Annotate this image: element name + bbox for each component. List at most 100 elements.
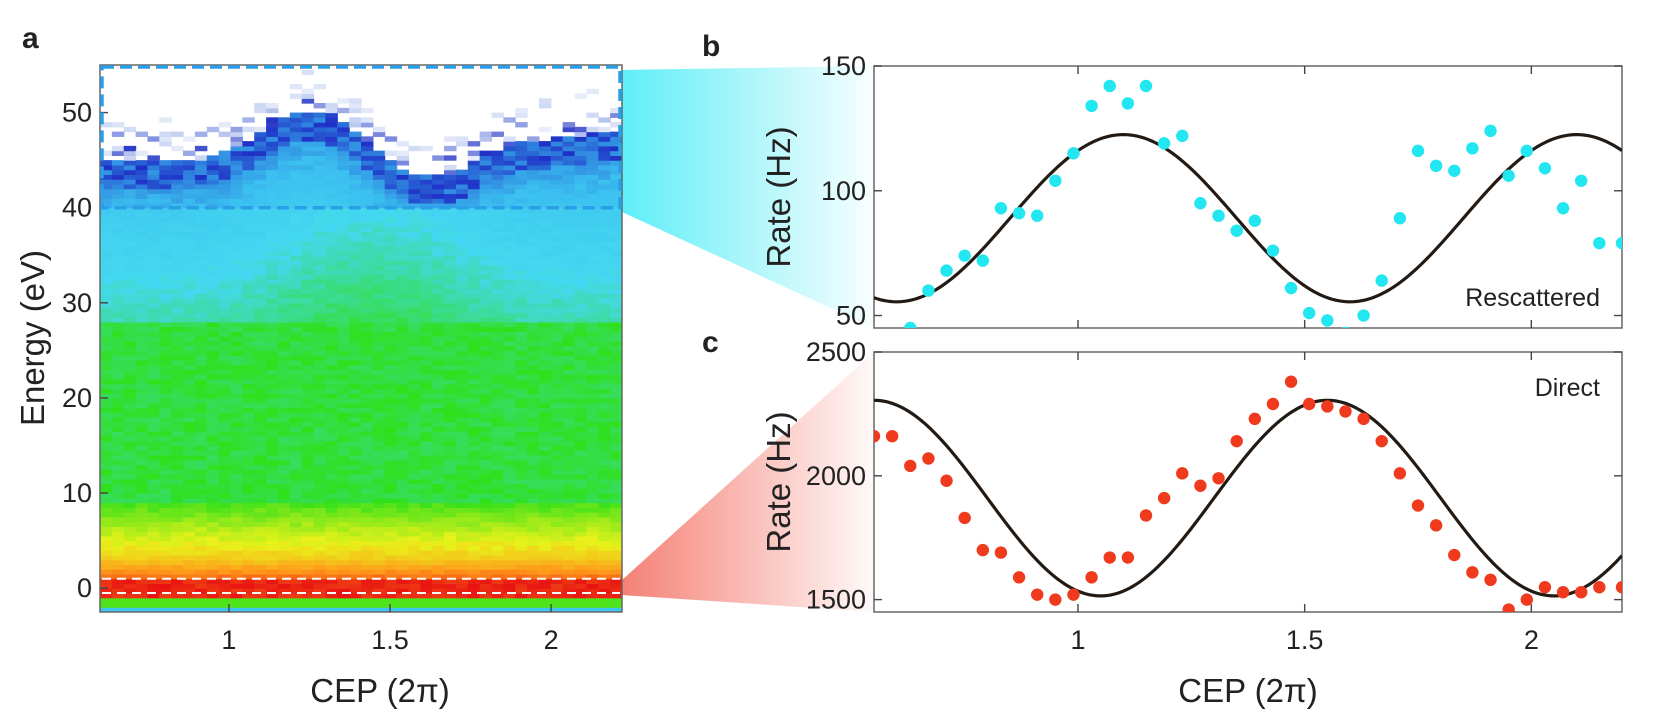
heatmap-cell — [337, 374, 350, 380]
heatmap-cell — [455, 378, 469, 385]
heatmap-cell — [467, 459, 481, 466]
heatmap-cell — [111, 588, 125, 594]
heatmap-cell — [277, 274, 291, 280]
heatmap-cell — [610, 383, 622, 390]
heatmap-cell — [277, 131, 291, 137]
heatmap-cell — [527, 521, 540, 527]
heatmap-cell — [313, 321, 327, 328]
heatmap-cell — [598, 255, 611, 261]
heatmap-cell — [610, 440, 622, 447]
heatmap-cell — [230, 207, 243, 214]
heatmap-cell — [289, 312, 303, 318]
heatmap-cell — [254, 245, 267, 252]
heatmap-cell — [254, 578, 267, 585]
heatmap-cell — [242, 545, 255, 551]
heatmap-cell — [408, 217, 421, 223]
heatmap-cell — [147, 607, 160, 612]
heatmap-cell — [396, 588, 410, 594]
heatmap-cell — [218, 155, 232, 161]
heatmap-cell — [111, 317, 125, 323]
heatmap-cell — [194, 416, 208, 423]
heatmap-cell — [183, 483, 196, 489]
heatmap-cell — [147, 478, 160, 485]
heatmap-cell — [420, 455, 433, 461]
heatmap-cell — [230, 540, 243, 547]
heatmap-cell — [467, 497, 481, 504]
heatmap-cell — [515, 521, 528, 527]
heatmap-cell — [313, 264, 327, 271]
heatmap-cell — [159, 274, 172, 280]
heatmap-cell — [266, 136, 279, 142]
heatmap-cell — [491, 183, 504, 190]
heatmap-cell — [479, 326, 493, 332]
heatmap-cell — [444, 164, 457, 171]
heatmap-cell — [598, 416, 611, 423]
heatmap-cell — [349, 478, 362, 485]
heatmap-cell — [289, 245, 303, 252]
heatmap-cell — [277, 478, 291, 485]
heatmap-cell — [538, 507, 552, 513]
heatmap-cell — [277, 550, 291, 556]
heatmap-cell — [277, 559, 291, 566]
heatmap-cell — [491, 255, 504, 261]
heatmap-cell — [396, 269, 410, 275]
heatmap-cell — [242, 298, 255, 304]
heatmap-cell — [206, 455, 220, 461]
heatmap-cell — [147, 317, 160, 323]
heatmap-cell — [242, 193, 255, 199]
heatmap-cell — [135, 336, 149, 342]
heatmap-cell — [538, 307, 552, 313]
heatmap-cell — [550, 554, 564, 561]
heatmap-cell — [301, 416, 315, 423]
heatmap-cell — [147, 388, 160, 394]
heatmap-cell — [479, 264, 493, 271]
heatmap-cell — [491, 207, 504, 214]
heatmap-cell — [598, 136, 611, 142]
heatmap-cell — [420, 554, 433, 561]
heatmap-cell — [361, 607, 374, 612]
heatmap-cell — [325, 402, 338, 409]
heatmap-cell — [206, 540, 220, 547]
heatmap-cell — [171, 174, 184, 180]
heatmap-cell — [277, 155, 291, 161]
heatmap-cell — [384, 340, 398, 347]
heatmap-cell — [325, 188, 338, 195]
heatmap-cell — [194, 269, 208, 275]
heatmap-cell — [337, 535, 350, 542]
heatmap-cell — [277, 578, 291, 585]
heatmap-cell — [135, 583, 149, 589]
heatmap-cell — [337, 298, 350, 304]
heatmap-cell — [171, 436, 184, 442]
heatmap-cell — [420, 226, 433, 233]
heatmap-cell — [289, 198, 303, 204]
heatmap-cell — [384, 416, 398, 423]
heatmap-cell — [254, 378, 267, 385]
heatmap-cell — [100, 559, 113, 566]
heatmap-cell — [289, 160, 303, 166]
heatmap-cell — [218, 445, 232, 451]
heatmap-cell — [562, 155, 576, 161]
heatmap-cell — [254, 450, 267, 456]
data-point — [1520, 144, 1534, 158]
heatmap-cell — [479, 402, 493, 409]
heatmap-cell — [159, 321, 172, 328]
heatmap-cell — [135, 478, 149, 485]
heatmap-cell — [266, 483, 279, 489]
heatmap-cell — [135, 545, 149, 551]
heatmap-cell — [194, 564, 208, 570]
heatmap-cell — [313, 193, 327, 199]
heatmap-cell — [503, 336, 516, 342]
heatmap-cell — [349, 550, 362, 556]
heatmap-cell — [230, 359, 243, 366]
heatmap-cell — [325, 245, 338, 252]
heatmap-cell — [301, 359, 315, 366]
heatmap-cell — [372, 236, 386, 242]
heatmap-cell — [538, 445, 552, 451]
heatmap-cell — [242, 207, 255, 214]
heatmap-cell — [123, 583, 137, 589]
heatmap-cell — [562, 150, 576, 156]
heatmap-cell — [432, 245, 445, 252]
heatmap-cell — [515, 202, 528, 209]
heatmap-cell — [444, 226, 457, 233]
